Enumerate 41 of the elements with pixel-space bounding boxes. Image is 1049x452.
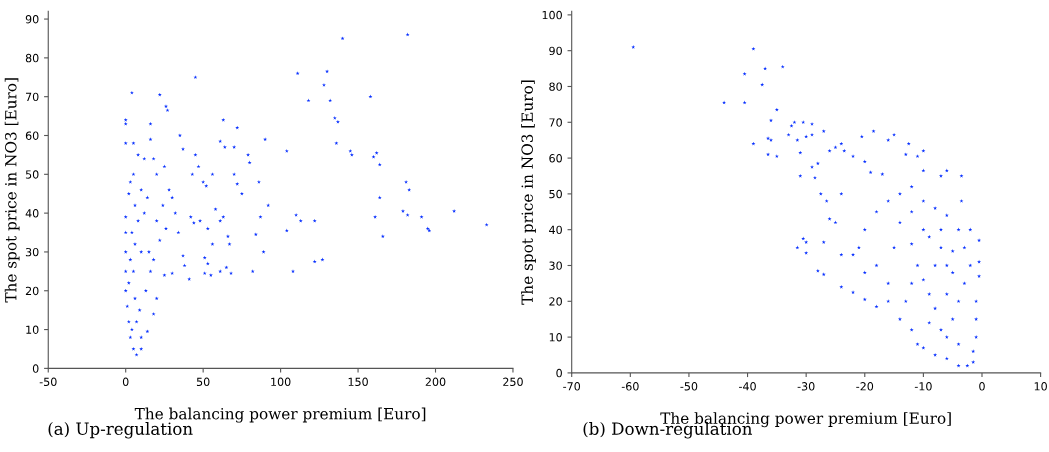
text: (a) Up-regulation	[48, 422, 193, 439]
x-tick-label: -50	[680, 382, 698, 391]
y-tick-label: 50	[549, 189, 562, 199]
x-tick-label: 10	[1034, 382, 1047, 391]
y-tick-label: 80	[25, 53, 39, 63]
x-tick-label: -40	[739, 382, 756, 391]
x-axis-title: The balancing power premium [Euro]	[134, 407, 426, 423]
y-tick-label: 90	[25, 15, 39, 24]
x-tick-label: -70	[563, 382, 581, 391]
x-tick-label: 100	[271, 377, 291, 387]
y-tick-label: 100	[542, 10, 562, 20]
y-tick-label: 10	[26, 325, 39, 334]
y-tick-label: 0	[556, 368, 562, 378]
x-tick-label: 150	[348, 377, 368, 387]
x-tick-label: 200	[425, 377, 446, 387]
y-tick-label: 0	[32, 364, 39, 373]
y-axis-title: The spot price in NO3 [Euro]	[521, 80, 536, 305]
y-tick-label: 30	[549, 261, 562, 270]
x-tick-label: -50	[39, 377, 57, 387]
y-tick-label: 90	[549, 46, 562, 56]
y-tick-label: 70	[549, 118, 562, 127]
x-tick-label: 50	[196, 377, 210, 387]
x-tick-label: 250	[503, 377, 523, 387]
y-tick-label: 60	[549, 154, 562, 163]
y-tick-label: 40	[25, 209, 39, 218]
x-tick-label: 0	[979, 382, 985, 391]
x-tick-label: -30	[797, 382, 815, 391]
x-tick-label: -10	[914, 382, 932, 391]
y-tick-label: 10	[549, 333, 562, 342]
y-tick-label: 50	[25, 170, 39, 179]
y-tick-label: 20	[549, 297, 562, 306]
y-tick-label: 80	[549, 82, 562, 91]
y-tick-label: 30	[25, 247, 39, 257]
y-tick-label: 70	[26, 92, 39, 102]
y-tick-label: 60	[25, 131, 39, 140]
x-tick-label: -20	[856, 382, 874, 391]
x-tick-label: -60	[621, 382, 639, 391]
y-tick-label: 20	[25, 286, 39, 296]
x-tick-label: 0	[122, 377, 129, 387]
y-tick-label: 40	[549, 225, 562, 235]
y-axis-title: The spot price in NO3 [Euro]	[4, 78, 20, 303]
